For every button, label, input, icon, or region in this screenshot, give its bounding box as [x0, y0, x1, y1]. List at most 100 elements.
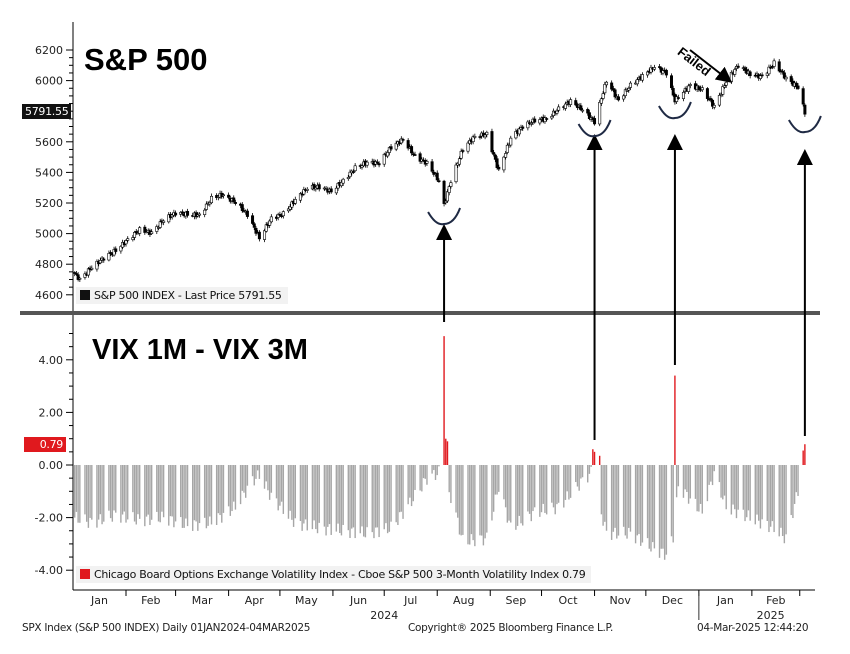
- spread-bar: [689, 465, 692, 499]
- candle-body: [796, 85, 800, 89]
- candle-body: [413, 154, 417, 156]
- vix-legend-swatch: [80, 569, 90, 579]
- spread-bar: [469, 465, 471, 545]
- candle-body: [581, 109, 585, 112]
- candle-body: [705, 88, 709, 99]
- spread-bar: [96, 465, 98, 528]
- candle-body: [445, 191, 449, 202]
- spread-bar: [407, 465, 409, 505]
- spread-bar: [374, 465, 377, 528]
- spread-bar: [528, 465, 531, 514]
- candle-body: [124, 240, 128, 245]
- spread-bar: [318, 465, 320, 523]
- spread-bar: [508, 465, 510, 521]
- spread-bar: [484, 465, 486, 539]
- spread-bar: [171, 465, 173, 517]
- spread-bar: [229, 465, 232, 516]
- candle-body: [555, 110, 559, 114]
- candle-body: [569, 99, 573, 105]
- spread-bar: [710, 465, 712, 482]
- spread-bar: [195, 465, 197, 522]
- candle-body: [717, 95, 721, 106]
- candle-body: [112, 249, 116, 256]
- candle-body: [552, 110, 556, 116]
- spread-bar: [180, 465, 182, 518]
- spread-bar: [159, 465, 161, 523]
- candle-body: [170, 214, 174, 218]
- spread-bars: [74, 336, 806, 560]
- candle-body: [298, 193, 302, 201]
- spread-bar: [359, 465, 361, 534]
- candle-body: [442, 180, 446, 204]
- spread-bar: [197, 465, 199, 531]
- candle-body: [550, 116, 554, 119]
- spx-candles: [73, 58, 807, 282]
- spread-bar: [515, 465, 517, 530]
- candle-body: [133, 231, 137, 238]
- spread-bar: [263, 465, 266, 489]
- spread-bar: [434, 465, 437, 480]
- last-price-tag: 5791.55: [22, 104, 72, 119]
- spread-bar: [622, 465, 625, 527]
- spread-bar: [239, 465, 242, 505]
- spread-bar: [494, 465, 497, 495]
- spread-bar: [121, 465, 124, 515]
- candle-body: [461, 150, 465, 152]
- spread-bar: [725, 465, 727, 510]
- spread-bar: [492, 465, 495, 512]
- candle-body: [782, 72, 786, 79]
- spread-bar: [330, 465, 332, 535]
- spread-bar: [316, 465, 319, 534]
- spread-bar: [758, 465, 760, 521]
- spread-bar: [628, 465, 630, 528]
- candle-body: [743, 67, 747, 71]
- spread-bar: [575, 465, 577, 483]
- spread-bar: [551, 465, 553, 503]
- spread-bar: [587, 465, 589, 483]
- spread-bar: [433, 465, 435, 471]
- spread-bar: [251, 465, 254, 477]
- candle-body: [628, 82, 632, 88]
- candle-body: [485, 131, 489, 135]
- spread-bar: [111, 465, 114, 522]
- candle-body: [432, 171, 436, 175]
- candle-body: [622, 95, 626, 100]
- spread-bar: [352, 465, 355, 528]
- spread-bar: [540, 465, 543, 513]
- candle-body: [611, 88, 615, 91]
- spread-bar: [234, 465, 237, 510]
- candle-body: [770, 66, 774, 68]
- spread-bar: [792, 465, 794, 519]
- candle-body: [157, 227, 161, 229]
- spread-bar: [162, 465, 165, 518]
- spread-bar: [294, 465, 296, 519]
- candle-body: [382, 153, 386, 165]
- spread-bar: [722, 465, 724, 500]
- candle-body: [593, 118, 597, 125]
- candle-body: [640, 74, 644, 81]
- spread-bar: [323, 465, 326, 527]
- spread-bar: [706, 465, 709, 502]
- x-month-label: May: [295, 594, 318, 607]
- spread-bar: [419, 465, 421, 491]
- candle-body: [765, 72, 769, 76]
- spread-bar: [256, 465, 259, 471]
- spread-bar: [292, 465, 295, 527]
- candle-body: [232, 197, 236, 202]
- spread-bar: [516, 465, 519, 526]
- spread-bar: [436, 465, 438, 476]
- spread-bar: [518, 465, 521, 516]
- candle-body: [724, 81, 728, 86]
- spread-bar: [138, 465, 141, 519]
- candle-body: [339, 182, 343, 187]
- candle-body: [387, 147, 391, 153]
- spread-bar: [687, 465, 690, 504]
- candle-body: [471, 136, 475, 143]
- spread-bar: [198, 465, 201, 524]
- candle-body: [658, 66, 662, 68]
- spread-bar: [277, 465, 279, 511]
- candle-body: [203, 209, 207, 215]
- spread-bar: [641, 465, 644, 543]
- spread-bar: [313, 465, 315, 521]
- candle-body: [286, 208, 290, 212]
